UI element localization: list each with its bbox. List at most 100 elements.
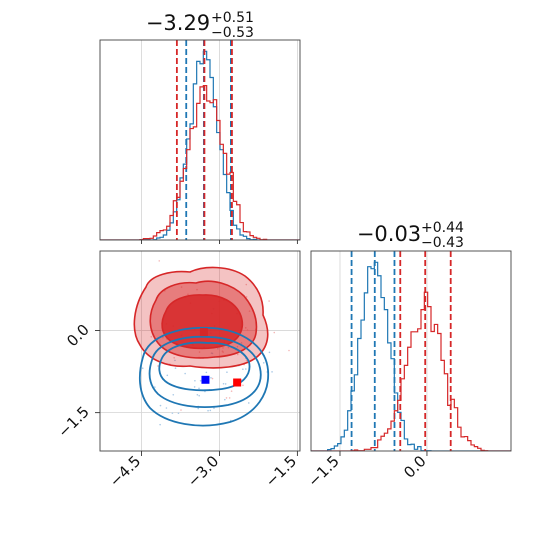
scatter-dot [271,371,273,373]
marker-1 [201,375,210,384]
y-tick-label: −1.5 [54,403,92,441]
hist-2-grid [339,251,428,451]
scatter-dot [174,367,177,369]
marker-0 [199,328,208,337]
contour-area [75,258,290,427]
scatter-dot [242,384,244,387]
hist-panel-1: −3.29 +0.51 −0.53 [99,10,301,244]
hist-1-title-upper: +0.51 [211,10,254,26]
scatter-dot [141,367,144,369]
contour-x-tick-labels: −4.5 −3.0 −1.5 [106,452,300,490]
scatter-dot [198,387,200,390]
scatter-dot [228,397,231,399]
hist-1-title-lower: −0.53 [211,25,254,41]
scatter-dot [248,310,251,312]
scatter-dot [198,351,201,353]
scatter-dot [211,377,214,380]
contour-panel: −4.5 −3.0 −1.5 0.0 −1.5 [54,250,301,491]
hist-panel-2: −1.5 0.0 −0.03 +0.44 −0.43 [304,220,512,491]
x-tick-label: −1.5 [262,452,300,490]
scatter-dot [225,397,228,399]
scatter-dot [184,372,186,375]
scatter-dot [268,351,271,354]
scatter-dot [180,409,182,411]
scatter-dot [245,368,247,370]
scatter-dot [166,374,169,377]
hist-2-title-upper: +0.44 [421,220,464,236]
contour-frame [99,250,301,452]
scatter-dot [158,260,161,262]
scatter-dot [268,300,270,302]
scatter-dot [162,336,164,339]
contour-ticks [95,330,298,456]
scatter-dot [247,402,250,404]
red-contour-inner-fill [161,294,244,350]
scatter-dot [198,394,200,397]
scatter-dot [240,342,243,344]
hist-2-title-lower: −0.43 [421,235,464,251]
y-tick-label: 0.0 [63,321,93,351]
hist-1-frame [99,39,301,241]
hist-2-frame [310,250,512,452]
scatter-dot [227,346,230,349]
scatter-dot [222,347,224,349]
scatter-dot [159,423,161,426]
scatter-dot [199,380,202,382]
scatter-dot [157,365,159,367]
scatter-dot [224,398,226,401]
scatter-dot [262,362,265,364]
scatter-dot [288,349,290,352]
contour-y-tick-labels: 0.0 −1.5 [54,321,92,442]
scatter-dot [224,383,227,385]
scatter-dot [150,335,153,338]
scatter-dot [273,331,276,334]
scatter-dot [174,359,176,362]
scatter-dot [196,393,199,396]
x-tick-label: −4.5 [106,452,144,490]
blue-contour-outer [138,326,269,427]
x-tick-label: 0.0 [400,452,430,482]
hist-2-title-value: −0.03 [357,222,421,246]
scatter-dot [244,327,247,329]
histogram-step-1 [100,84,300,240]
scatter-dot [196,288,198,291]
scatter-dot [172,393,175,396]
scatter-dot [246,329,249,331]
scatter-dot [165,407,168,409]
scatter-dot [245,359,248,362]
scatter-dot [173,356,175,359]
marker-2 [233,378,242,387]
scatter-dot [154,386,156,388]
scatter-dot [75,258,77,260]
scatter-dot [177,412,180,415]
markers [199,328,242,387]
scatter-dot [159,404,162,407]
scatter-dot [236,353,239,356]
scatter-dot [197,407,199,410]
hist-1-title-value: −3.29 [146,11,210,35]
scatter-dot [207,409,209,412]
hist-2-ticks [339,451,428,456]
scatter-dot [236,345,239,348]
scatter-dot [222,382,225,385]
scatter-dot [221,350,224,353]
scatter-dot [217,347,219,350]
scatter-dot [209,409,212,412]
scatter-dot [187,293,189,296]
histogram-step-0 [311,261,511,451]
scatter-dot [211,352,214,355]
scatter-dot [205,371,208,374]
scatter-dot [180,286,183,288]
scatter-dot [245,296,248,298]
histogram-step-0 [100,50,300,240]
histogram-step-1 [311,291,511,451]
scatter-dot [194,379,196,382]
x-tick-label: −1.5 [304,452,342,490]
scatter-dot [245,283,248,286]
scatter-dot [171,412,174,414]
blue-contour-inner [158,341,251,392]
scatter-dot [242,368,244,370]
hist-2-x-tick-labels: −1.5 0.0 [304,452,429,490]
blue-contour-mid [148,335,262,408]
